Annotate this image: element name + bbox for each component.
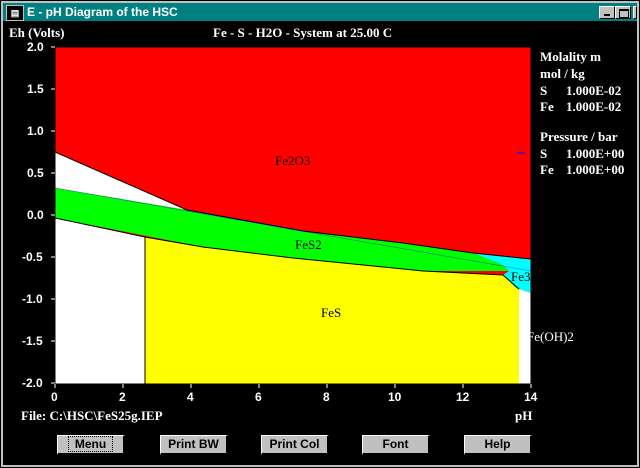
x-tick: 14 [524,390,538,404]
eh-ph-diagram [51,46,532,388]
x-tick: 8 [323,390,330,404]
fes-region [145,237,519,384]
pressure-el: S [540,146,548,161]
fe3o4-region [473,253,531,293]
molality-el: Fe [540,99,554,114]
feoh2-region [519,289,531,384]
region-label-fes: FeS [321,305,342,320]
diagram-area: Eh (Volts) Fe - S - H2O - System at 25.0… [3,21,637,465]
file-label: File: C:\HSC\FeS25g.IEP [21,408,163,423]
molality-unit: mol / kg [540,66,585,81]
pressure-el: Fe [540,162,554,177]
menu-button-label: Menu [67,436,114,452]
y-axis-title: Eh (Volts) [9,25,65,40]
x-tick: 12 [456,390,470,404]
molality-title: Molality m [540,49,602,64]
help-button[interactable]: Help [464,435,532,455]
app-icon[interactable]: ▤ [6,5,24,21]
x-tick: 2 [119,390,126,404]
title-bar[interactable]: ▤ E - pH Diagram of the HSC [3,3,637,21]
print-bw-button[interactable]: Print BW [160,435,228,455]
close-button[interactable] [633,6,637,19]
region-label-fe2o3: Fe2O3 [275,153,311,168]
x-tick: 6 [255,390,262,404]
maximize-button[interactable] [615,6,631,19]
pressure-title: Pressure / bar [540,129,618,144]
x-tick: 10 [388,390,402,404]
y-tick: 1.5 [27,82,44,96]
y-tick: -1.5 [22,334,43,348]
boundary-line [54,151,532,260]
region-label-fes2: FeS2 [295,237,322,252]
region-label-fe3o4: Fe3O4 [511,269,547,284]
y-tick: 0.5 [27,166,44,180]
x-tick: 0 [51,390,58,404]
molality-el: S [540,83,548,98]
molality-val: 1.000E-02 [566,99,622,114]
water-line [54,187,532,272]
axis-ticks [51,46,532,388]
window-title: E - pH Diagram of the HSC [27,5,178,19]
pressure-val: 1.000E+00 [566,162,625,177]
menu-button[interactable]: Menu [57,435,125,455]
x-axis-title: pH [515,408,533,423]
y-tick: 0.0 [27,208,44,222]
y-tick: -2.0 [22,376,43,390]
print-col-button[interactable]: Print Col [261,435,329,455]
y-tick: -0.5 [22,250,43,264]
minimize-button[interactable] [599,6,615,19]
x-tick: 4 [187,390,194,404]
fe-aq-region-lower [55,218,145,384]
y-tick: -1.0 [22,292,43,306]
system-title: Fe - S - H2O - System at 25.00 C [213,25,393,40]
fes2-region [55,188,509,271]
molality-val: 1.000E-02 [566,83,622,98]
y-tick: 1.0 [27,124,44,138]
region-label-feoh2: Fe(OH)2 [527,329,574,344]
font-button[interactable]: Font [362,435,430,455]
pressure-val: 1.000E+00 [566,146,625,161]
y-tick: 2.0 [27,40,44,54]
